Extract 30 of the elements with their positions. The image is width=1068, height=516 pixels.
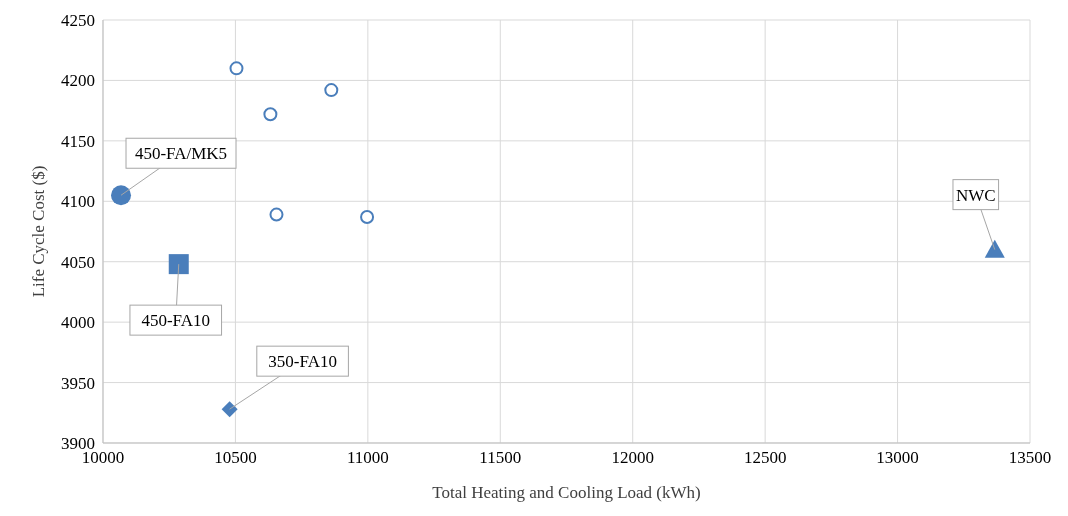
x-tick-label: 13000 [876,448,919,468]
y-tick-label: 4100 [61,192,95,212]
y-axis-title: Life Cycle Cost ($) [29,165,49,298]
x-tick-label: 12500 [743,448,787,468]
y-tick-label: 4150 [61,131,95,151]
x-tick-label: 11000 [346,448,389,468]
annotation: NWC [955,185,996,205]
point [168,254,189,275]
point [324,83,339,98]
x-tick-label: 10500 [214,448,257,468]
x-tick-label: 12000 [611,448,654,468]
x-tick-label: 11500 [479,448,522,468]
annotation: 450-FA10 [141,311,211,331]
point [111,185,132,206]
x-tick-label: 10000 [81,448,125,468]
x-axis-title: Total Heating and Cooling Load (kWh) [432,483,701,502]
y-tick-label: 4250 [61,11,95,31]
y-tick-label: 4200 [61,71,95,91]
y-tick-label: 3950 [61,373,95,393]
point [360,210,375,224]
y-tick-label: 4050 [61,252,95,272]
x-tick-label: 13500 [1008,448,1052,468]
annotation: 450-FA/MK5 [134,144,228,164]
point [269,207,284,222]
annotation: 350-FA10 [268,352,337,372]
point [984,239,1005,258]
y-tick-label: 4000 [61,313,95,333]
point [221,401,238,418]
point [263,107,278,122]
point [229,61,244,76]
